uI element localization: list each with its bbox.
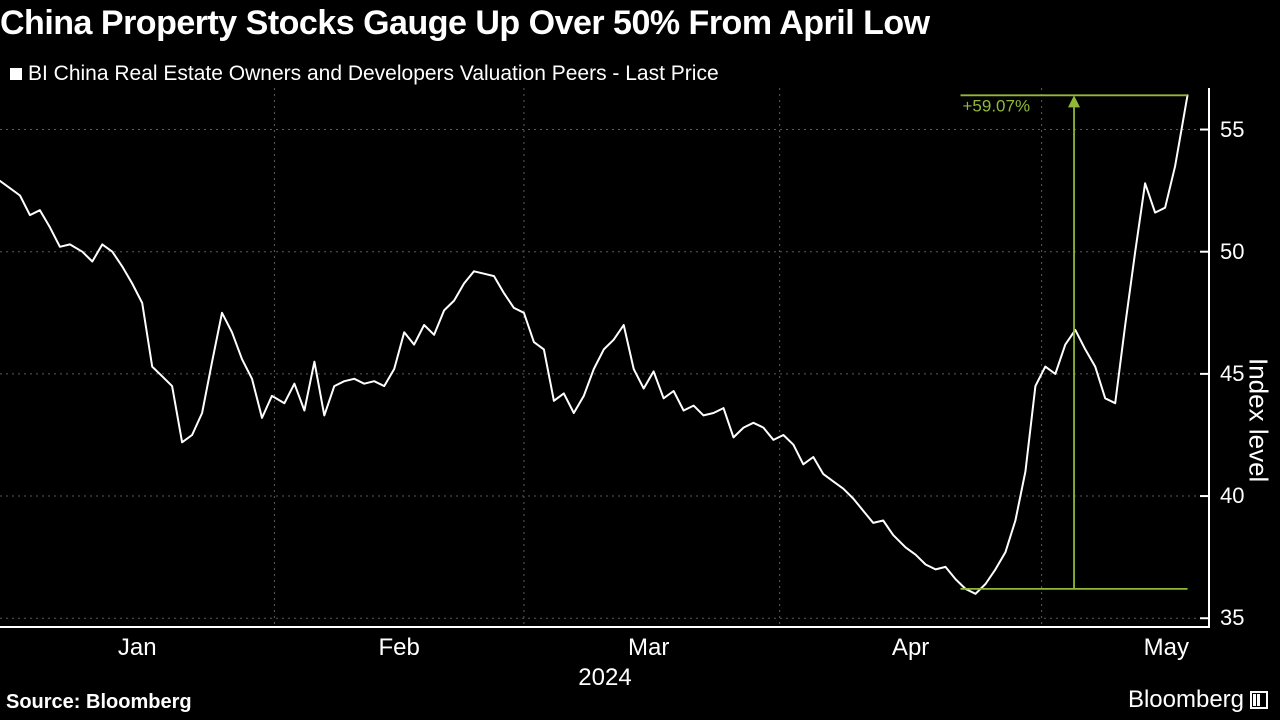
x-tick-label: Apr: [892, 634, 929, 662]
brand-text: Bloomberg: [1128, 686, 1244, 714]
x-tick-label: May: [1144, 634, 1189, 662]
legend: BI China Real Estate Owners and Develope…: [10, 62, 719, 86]
svg-text:+59.07%: +59.07%: [963, 96, 1031, 115]
chart-container: China Property Stocks Gauge Up Over 50% …: [0, 0, 1280, 720]
y-tick-label: 50: [1220, 239, 1244, 265]
x-tick-label: Jan: [118, 634, 157, 662]
x-tick-label: Mar: [628, 634, 669, 662]
x-axis-year-label: 2024: [578, 664, 631, 692]
chart-plot: +59.07%: [0, 88, 1210, 628]
y-tick-label: 35: [1220, 605, 1244, 631]
legend-marker-icon: [10, 68, 22, 80]
y-tick-label: 40: [1220, 483, 1244, 509]
bloomberg-icon: [1250, 691, 1268, 709]
chart-title: China Property Stocks Gauge Up Over 50% …: [0, 4, 930, 43]
legend-label: BI China Real Estate Owners and Develope…: [28, 62, 719, 86]
source-label: Source: Bloomberg: [6, 691, 192, 714]
y-tick-label: 45: [1220, 361, 1244, 387]
y-axis-title: Index level: [1243, 358, 1274, 390]
x-tick-label: Feb: [378, 634, 419, 662]
brand-label: Bloomberg: [1128, 686, 1268, 714]
y-tick-label: 55: [1220, 117, 1244, 143]
